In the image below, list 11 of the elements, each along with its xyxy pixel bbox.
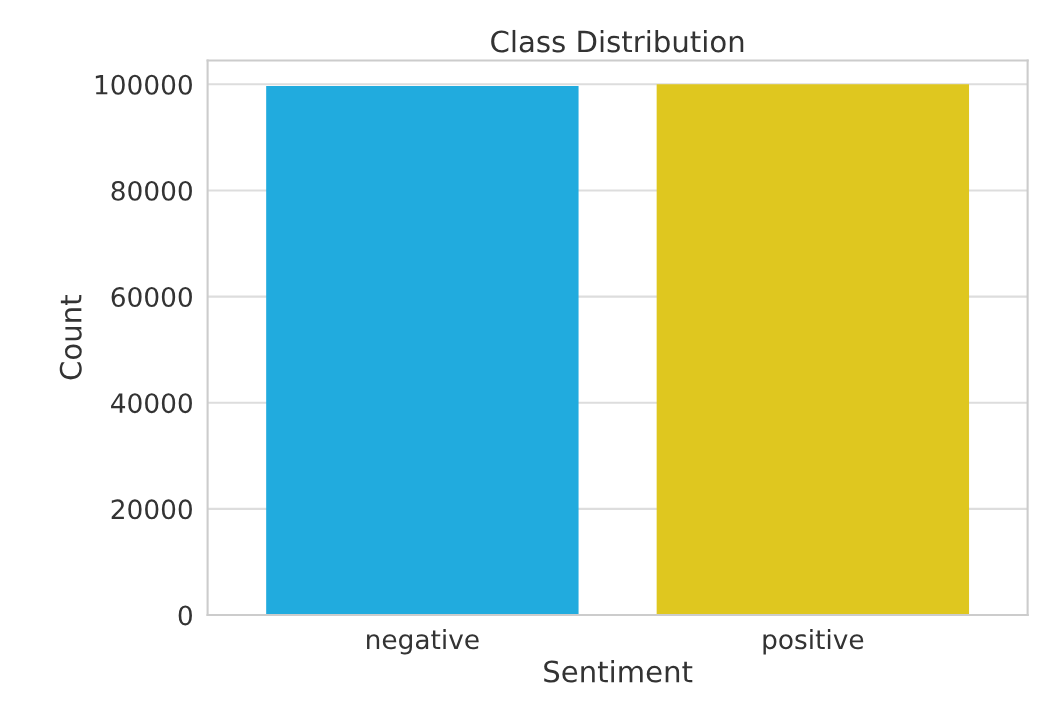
y-tick-label: 0 [178,605,192,626]
x-axis-title: Sentiment [544,660,693,683]
x-tick-label: negative [367,628,479,655]
y-axis-title: Count [59,295,82,380]
chart-title: Class Distribution [491,29,744,53]
y-tick-label: 80000 [111,180,192,201]
y-tick-label: 40000 [111,393,192,414]
x-tick-label: positive [763,628,864,655]
y-tick-label: 20000 [111,499,192,520]
y-tick-label: 100000 [95,74,192,95]
y-tick-label: 60000 [111,287,192,307]
